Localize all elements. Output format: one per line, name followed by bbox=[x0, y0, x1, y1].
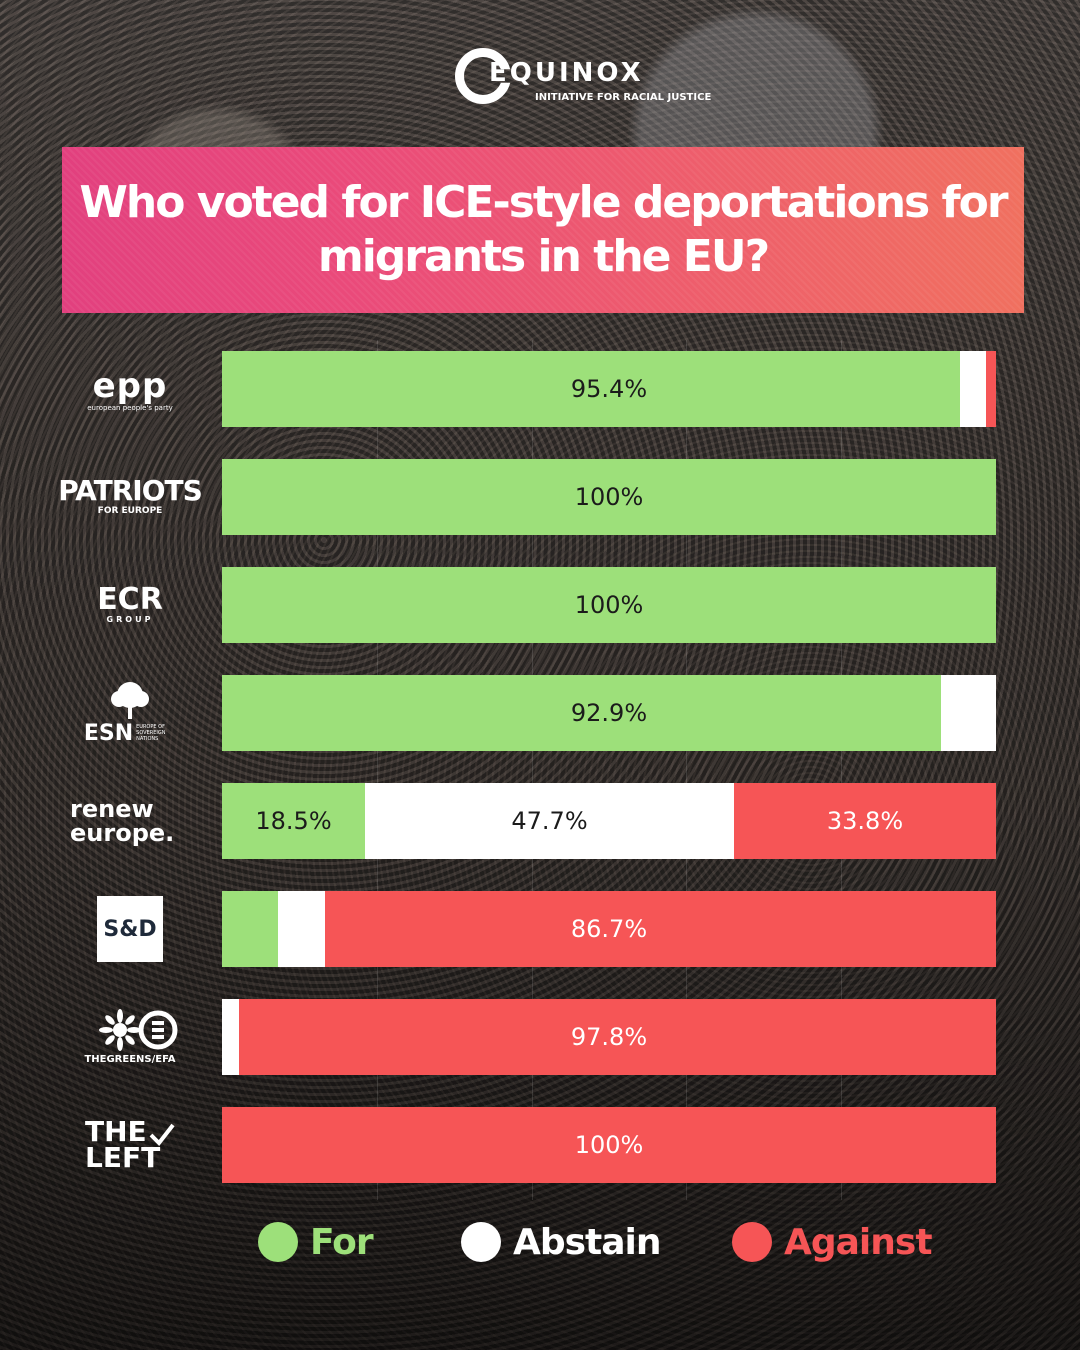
gridline bbox=[377, 340, 378, 1200]
the-left-logo: THE LEFT bbox=[50, 1107, 210, 1183]
bar-segment-against bbox=[239, 999, 996, 1075]
chart-row-renew: renew europe. 18.5% 47.7% 33.8% bbox=[0, 783, 1080, 859]
chart-legend: For Abstain Against bbox=[0, 1212, 1080, 1272]
bar-ecr: 100% bbox=[222, 567, 996, 643]
bar-segment-against bbox=[986, 351, 996, 427]
bar-segment-for bbox=[222, 891, 278, 967]
ecr-logo-text: ECR bbox=[97, 582, 163, 617]
epp-logo: epp european people's party bbox=[50, 351, 210, 427]
data-label-against: 100% bbox=[574, 1131, 644, 1159]
tree-icon bbox=[110, 681, 149, 719]
data-label-for: 100% bbox=[574, 591, 644, 619]
equinox-logo-tagline: INITIATIVE FOR RACIAL JUSTICE bbox=[535, 92, 712, 103]
legend-dot-for bbox=[258, 1222, 298, 1262]
bar-segment-for bbox=[222, 675, 941, 751]
stacked-bar-chart: epp european people's party 95.4% PATRIO… bbox=[0, 340, 1080, 1200]
bar-segment-abstain bbox=[278, 891, 325, 967]
legend-label-abstain: Abstain bbox=[513, 1221, 662, 1263]
esn-logo-subtitle: EUROPE OF SOVEREIGN NATIONS bbox=[136, 724, 166, 742]
bar-segment-against bbox=[325, 891, 996, 967]
chart-title: Who voted for ICE-style deportations for… bbox=[79, 177, 1008, 282]
data-label-against: 86.7% bbox=[570, 915, 648, 943]
data-label-abstain: 47.7% bbox=[511, 807, 588, 835]
sd-logo-box: S&D bbox=[97, 896, 163, 962]
bar-segment-for bbox=[222, 567, 996, 643]
chart-gridlines bbox=[222, 340, 996, 1200]
bar-segment-for: 18.5% bbox=[222, 783, 365, 859]
chart-row-epp: epp european people's party 95.4% bbox=[0, 351, 1080, 427]
chart-row-greens: THEGREENS/EFA 97.8% bbox=[0, 999, 1080, 1075]
epp-logo-text: epp bbox=[92, 366, 168, 406]
bar-left: 100% bbox=[222, 1107, 996, 1183]
bar-segment-abstain bbox=[941, 675, 996, 751]
chart-row-esn: ESN EUROPE OF SOVEREIGN NATIONS 92.9% bbox=[0, 675, 1080, 751]
chart-row-patriots: PATRIOTS FOR EUROPE 100% bbox=[0, 459, 1080, 535]
data-label-for: 92.9% bbox=[570, 699, 648, 727]
checkmark-icon bbox=[149, 1123, 175, 1147]
renew-europe-logo-text: renew europe. bbox=[70, 795, 175, 847]
epp-logo-subtitle: european people's party bbox=[87, 404, 173, 412]
legend-item-for: For bbox=[258, 1212, 374, 1272]
bar-segment-against: 33.8% bbox=[734, 783, 996, 859]
ecr-logo-subtitle: GROUP bbox=[106, 615, 154, 624]
gridline bbox=[686, 340, 687, 1200]
sunflower-icon bbox=[99, 1009, 178, 1051]
the-left-logo-text: THE LEFT bbox=[85, 1115, 161, 1174]
bar-segment-against bbox=[222, 1107, 996, 1183]
data-label-for: 95.4% bbox=[570, 375, 648, 403]
legend-label-for: For bbox=[310, 1221, 374, 1263]
gridline bbox=[532, 340, 533, 1200]
patriots-logo-subtitle: FOR EUROPE bbox=[97, 506, 163, 516]
bar-segment-for bbox=[222, 351, 960, 427]
legend-dot-against bbox=[732, 1222, 772, 1262]
legend-item-against: Against bbox=[732, 1212, 933, 1272]
bar-greens: 97.8% bbox=[222, 999, 996, 1075]
sd-logo: S&D bbox=[50, 891, 210, 967]
data-label-for: 18.5% bbox=[255, 807, 332, 835]
renew-europe-logo: renew europe. bbox=[50, 783, 210, 859]
bar-segment-abstain bbox=[960, 351, 986, 427]
bar-segment-abstain bbox=[222, 999, 239, 1075]
bar-esn: 92.9% bbox=[222, 675, 996, 751]
bar-segment-for bbox=[222, 459, 996, 535]
title-banner: Who voted for ICE-style deportations for… bbox=[62, 147, 1024, 313]
equinox-logo-name: EQUINOX bbox=[489, 58, 644, 88]
esn-logo: ESN EUROPE OF SOVEREIGN NATIONS bbox=[50, 675, 210, 751]
legend-label-against: Against bbox=[784, 1221, 933, 1263]
chart-row-ecr: ECR GROUP 100% bbox=[0, 567, 1080, 643]
legend-dot-abstain bbox=[461, 1222, 501, 1262]
bar-renew: 18.5% 47.7% 33.8% bbox=[222, 783, 996, 859]
equinox-logo: EQUINOX INITIATIVE FOR RACIAL JUSTICE bbox=[455, 48, 715, 118]
chart-row-sd: S&D 86.7% bbox=[0, 891, 1080, 967]
patriots-logo: PATRIOTS FOR EUROPE bbox=[50, 459, 210, 535]
ecr-logo: ECR GROUP bbox=[50, 567, 210, 643]
patriots-logo-text: PATRIOTS bbox=[58, 474, 203, 507]
greens-efa-logo: THEGREENS/EFA bbox=[50, 999, 210, 1075]
bar-patriots: 100% bbox=[222, 459, 996, 535]
data-label-against: 97.8% bbox=[570, 1023, 648, 1051]
esn-logo-text: ESN bbox=[83, 720, 134, 746]
greens-efa-logo-text: THEGREENS/EFA bbox=[84, 1054, 176, 1065]
bar-segment-abstain: 47.7% bbox=[365, 783, 734, 859]
legend-item-abstain: Abstain bbox=[461, 1212, 662, 1272]
bar-epp: 95.4% bbox=[222, 351, 996, 427]
sd-logo-text: S&D bbox=[103, 916, 157, 942]
data-label-against: 33.8% bbox=[826, 807, 904, 835]
data-label-for: 100% bbox=[574, 483, 644, 511]
bar-sd: 86.7% bbox=[222, 891, 996, 967]
chart-row-left: THE LEFT 100% bbox=[0, 1107, 1080, 1183]
gridline bbox=[841, 340, 842, 1200]
